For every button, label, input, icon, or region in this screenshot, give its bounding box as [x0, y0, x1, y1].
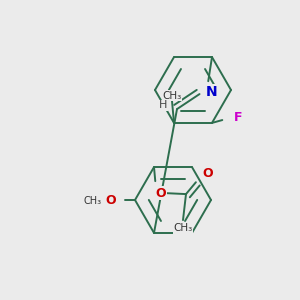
Text: CH₃: CH₃	[173, 223, 193, 233]
Text: O: O	[156, 187, 166, 200]
Text: CH₃: CH₃	[84, 196, 102, 206]
Text: H: H	[159, 100, 167, 110]
Text: O: O	[106, 194, 116, 206]
Text: CH₃: CH₃	[162, 91, 182, 101]
Text: O: O	[203, 167, 213, 180]
Text: N: N	[206, 85, 218, 99]
Text: F: F	[234, 111, 242, 124]
